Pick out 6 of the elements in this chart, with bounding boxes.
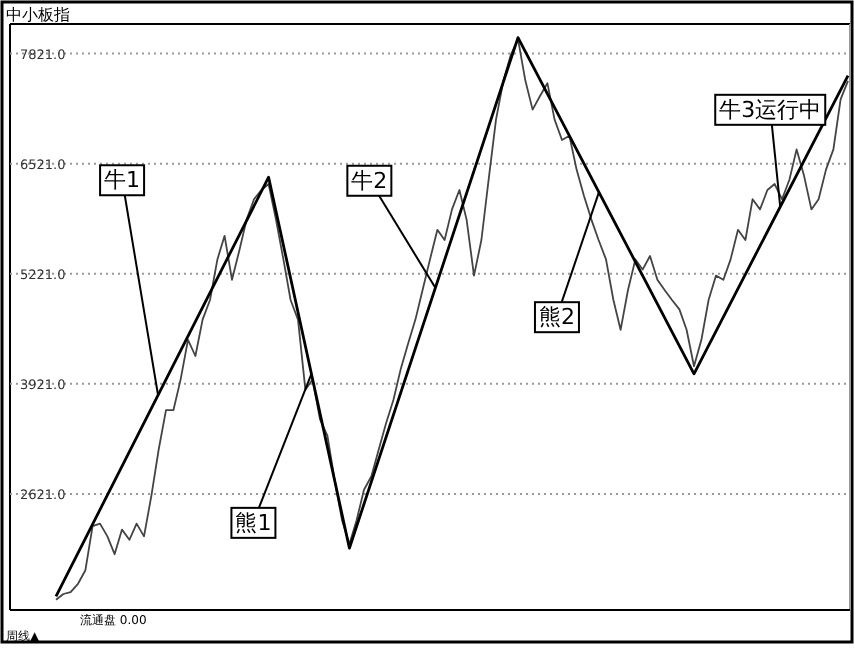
chart-title: 中小板指: [6, 6, 70, 24]
annotation: 熊1: [235, 509, 272, 536]
annotation: 牛1: [104, 167, 141, 194]
annotation: 牛3运行中: [719, 96, 822, 123]
annotation: 牛2: [351, 167, 388, 194]
annotation: 熊2: [538, 304, 575, 331]
